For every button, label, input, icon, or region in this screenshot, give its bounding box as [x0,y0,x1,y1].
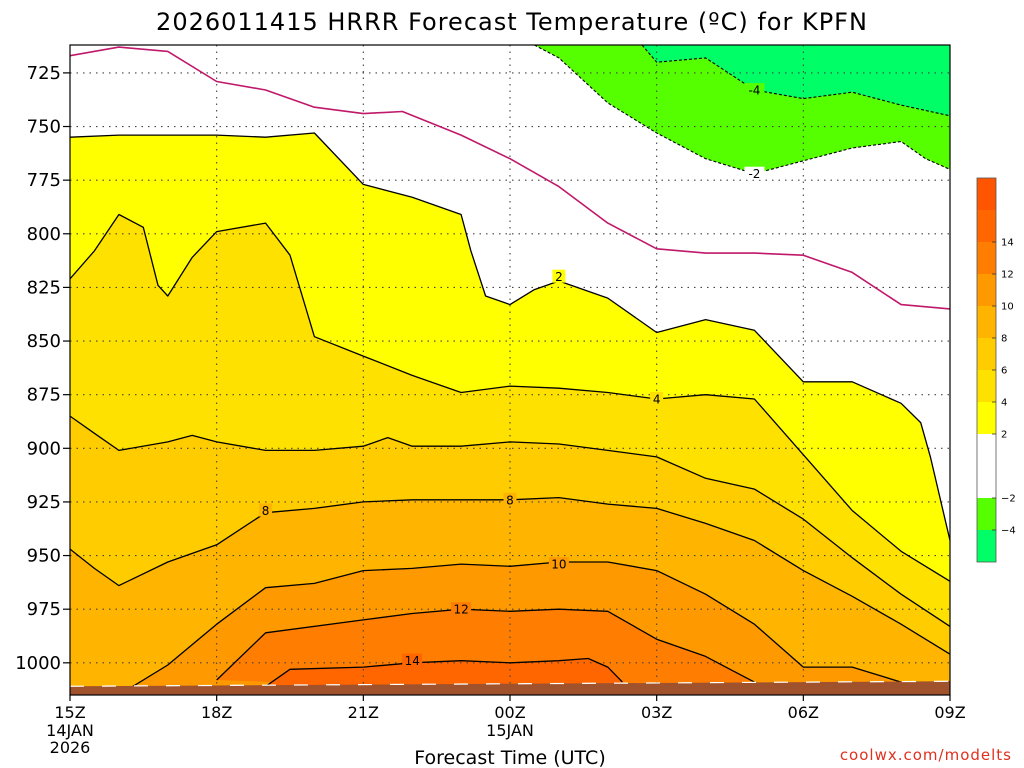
colorbar-band-12 [977,242,996,274]
x-tick-sublabel: 2026 [50,738,91,757]
colorbar-label--4: −4 [1001,526,1016,537]
chart-title: 2026011415 HRRR Forecast Temperature (ºC… [156,8,868,36]
contour-label-10: 10 [551,558,566,572]
colorbar-label-8: 8 [1001,334,1007,345]
colorbar-label--2: −2 [1001,494,1016,505]
y-tick-label-750: 750 [27,117,61,138]
contour-label-bg [548,557,569,571]
contour-8 [70,496,950,655]
y-tick-label-925: 925 [27,492,61,513]
y-tick-label-875: 875 [27,385,61,406]
contour--4 [641,45,950,117]
colorbar-band-4 [977,370,996,402]
colorbar-band--6 [977,530,996,562]
contour-label-bg [402,653,423,667]
grid-lines [70,45,950,695]
x-tick-label-21Z: 21Z [348,703,379,722]
contour-label--2: -2 [748,167,760,181]
ground-fill [70,681,950,695]
colorbar-label-12: 12 [1001,270,1014,281]
ground-surface [69,680,951,695]
contour-label-bg [552,269,566,283]
y-tick-label-850: 850 [27,331,61,352]
x-axis-label: Forecast Time (UTC) [414,747,605,768]
x-tick-label-09Z: 09Z [934,703,965,722]
x-tick-label-15Z: 15Z [54,703,85,722]
contour-10 [118,561,926,695]
contour-label--4: -4 [748,84,760,98]
colorbar-band-2 [977,402,996,434]
contour-label-bg [259,503,273,517]
colorbar-band-10 [977,274,996,306]
contour-12 [216,608,755,683]
contour-label-14: 14 [405,654,420,668]
contour-label-bg [503,492,517,506]
contour-2 [70,132,950,541]
colorbar-label-10: 10 [1001,302,1014,313]
x-tick-label-06Z: 06Z [788,703,819,722]
colorbar-band--4 [977,498,996,530]
contour-label-bg [744,83,765,97]
contour-labels: 8 8 10 12 14 4 2 -2 -4 [259,83,765,668]
x-tick-label-00Z: 00Z [494,703,525,722]
colorbar-band-6 [977,338,996,370]
contour-0 [70,46,950,310]
contour-14 [265,657,623,687]
colorbar-band-14 [977,210,996,242]
colorbar-label-2: 2 [1001,430,1007,441]
y-tick-label-725: 725 [27,63,61,84]
contour-label-4: 4 [653,392,661,406]
y-tick-label-800: 800 [27,224,61,245]
colorbar-label-14: 14 [1001,238,1014,249]
y-tick-label-900: 900 [27,438,61,459]
contour-label-12: 12 [453,603,468,617]
y-tick-label-1000: 1000 [15,653,61,674]
x-tick-sublabel: 14JAN [46,721,94,740]
contour-6 [70,415,950,627]
credit-text: coolwx.com/modelts [840,746,1012,764]
x-tick-label-18Z: 18Z [201,703,232,722]
contour-label-8: 8 [506,493,514,507]
colorbar-label-4: 4 [1001,398,1007,409]
y-axis-ticks: 725 750 775 800 825 850 875 900 925 950 975 1000 [15,63,70,674]
y-tick-label-825: 825 [27,277,61,298]
colorbar-band--2 [977,434,996,498]
contour-label-2: 2 [555,270,563,284]
colorbar-band-8 [977,306,996,338]
x-tick-sublabel: 15JAN [486,721,534,740]
contour-4 [70,213,950,582]
colorbar: −4 −2 2 4 6 8 10 12 14 [976,177,1016,563]
contour-label-bg [744,166,765,180]
colorbar-band-16 [977,178,996,210]
y-tick-label-775: 775 [27,170,61,191]
y-tick-label-975: 975 [27,599,61,620]
contour-label-bg [650,391,664,405]
colorbar-label-6: 6 [1001,366,1007,377]
band-below--4 [642,45,950,116]
y-tick-label-950: 950 [27,546,61,567]
contour-label-8: 8 [262,504,270,518]
contour-label-bg [451,602,472,616]
x-tick-label-03Z: 03Z [641,703,672,722]
